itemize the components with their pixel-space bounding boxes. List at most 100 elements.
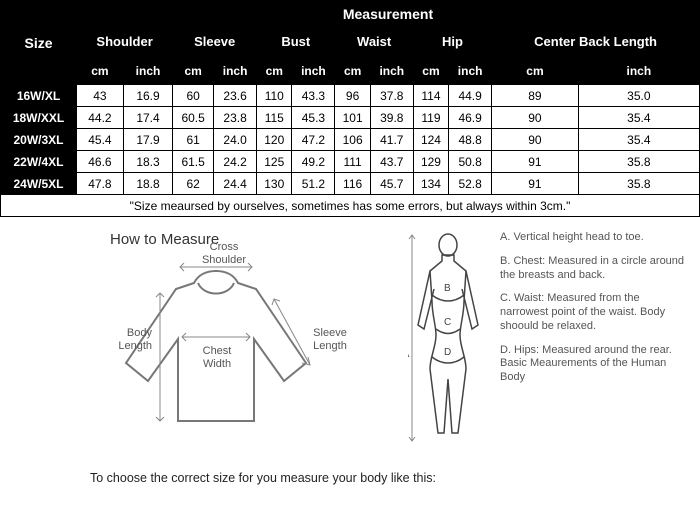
data-cell: 119 <box>413 107 448 129</box>
size-chart-table: Size Measurement Shoulder Sleeve Bust Wa… <box>0 0 700 217</box>
table-row: 20W/3XL45.417.96124.012047.210641.712448… <box>1 129 700 151</box>
row-size-label: 20W/3XL <box>1 129 77 151</box>
data-cell: 96 <box>335 85 370 107</box>
data-cell: 24.2 <box>214 151 257 173</box>
table-row: 22W/4XL46.618.361.524.212549.211143.7129… <box>1 151 700 173</box>
header-sleeve: Sleeve <box>173 27 257 57</box>
data-cell: 17.9 <box>123 129 172 151</box>
data-cell: 23.8 <box>214 107 257 129</box>
data-cell: 50.8 <box>449 151 492 173</box>
data-cell: 61.5 <box>173 151 214 173</box>
unit-inch: inch <box>214 57 257 85</box>
data-cell: 37.8 <box>370 85 413 107</box>
data-cell: 47.8 <box>77 173 124 195</box>
header-waist: Waist <box>335 27 413 57</box>
data-cell: 124 <box>413 129 448 151</box>
data-cell: 125 <box>257 151 292 173</box>
data-cell: 18.8 <box>123 173 172 195</box>
def-c: C. Waist: Measured from the narrowest po… <box>500 292 690 333</box>
label-chest-width: ChestWidth <box>195 345 239 370</box>
data-cell: 61 <box>173 129 214 151</box>
data-cell: 90 <box>492 129 579 151</box>
data-cell: 60 <box>173 85 214 107</box>
data-cell: 16.9 <box>123 85 172 107</box>
data-cell: 47.2 <box>292 129 335 151</box>
data-cell: 24.0 <box>214 129 257 151</box>
unit-inch: inch <box>292 57 335 85</box>
data-cell: 46.6 <box>77 151 124 173</box>
data-cell: 114 <box>413 85 448 107</box>
data-cell: 129 <box>413 151 448 173</box>
data-cell: 18.3 <box>123 151 172 173</box>
definitions-block: A. Vertical height head to toe. B. Chest… <box>500 231 690 395</box>
def-b: B. Chest: Measured in a circle around th… <box>500 255 690 283</box>
row-size-label: 16W/XL <box>1 85 77 107</box>
size-table-body: 16W/XL4316.96023.611043.39637.811444.989… <box>1 85 700 195</box>
header-size: Size <box>1 1 77 85</box>
row-size-label: 18W/XXL <box>1 107 77 129</box>
data-cell: 90 <box>492 107 579 129</box>
row-size-label: 22W/4XL <box>1 151 77 173</box>
data-cell: 35.8 <box>578 151 699 173</box>
choose-text: To choose the correct size for you measu… <box>90 471 436 485</box>
note-text: "Size meaursed by ourselves, sometimes h… <box>1 195 700 217</box>
data-cell: 24.4 <box>214 173 257 195</box>
unit-inch: inch <box>123 57 172 85</box>
data-cell: 35.4 <box>578 129 699 151</box>
data-cell: 35.0 <box>578 85 699 107</box>
data-cell: 116 <box>335 173 370 195</box>
data-cell: 101 <box>335 107 370 129</box>
label-sleeve-length: SleeveLength <box>306 327 354 352</box>
mannequin-letter-b: B <box>444 283 451 294</box>
unit-cm: cm <box>335 57 370 85</box>
data-cell: 130 <box>257 173 292 195</box>
unit-inch: inch <box>370 57 413 85</box>
data-cell: 45.7 <box>370 173 413 195</box>
data-cell: 44.2 <box>77 107 124 129</box>
unit-cm: cm <box>257 57 292 85</box>
row-size-label: 24W/5XL <box>1 173 77 195</box>
data-cell: 35.4 <box>578 107 699 129</box>
header-shoulder: Shoulder <box>77 27 173 57</box>
mannequin-letter-d: D <box>444 347 451 358</box>
header-measurement: Measurement <box>77 1 700 27</box>
table-row: 16W/XL4316.96023.611043.39637.811444.989… <box>1 85 700 107</box>
header-groups-row: Shoulder Sleeve Bust Waist Hip Center Ba… <box>1 27 700 57</box>
data-cell: 44.9 <box>449 85 492 107</box>
unit-inch: inch <box>578 57 699 85</box>
header-hip: Hip <box>413 27 491 57</box>
unit-cm: cm <box>492 57 579 85</box>
def-d: D. Hips: Measured around the rear. Basic… <box>500 344 690 385</box>
data-cell: 43 <box>77 85 124 107</box>
data-cell: 49.2 <box>292 151 335 173</box>
data-cell: 106 <box>335 129 370 151</box>
data-cell: 43.7 <box>370 151 413 173</box>
unit-cm: cm <box>77 57 124 85</box>
how-to-measure-section: How to Measure <box>0 217 700 525</box>
data-cell: 89 <box>492 85 579 107</box>
data-cell: 23.6 <box>214 85 257 107</box>
data-cell: 91 <box>492 151 579 173</box>
def-a: A. Vertical height head to toe. <box>500 231 690 245</box>
data-cell: 51.2 <box>292 173 335 195</box>
unit-cm: cm <box>173 57 214 85</box>
data-cell: 17.4 <box>123 107 172 129</box>
data-cell: 62 <box>173 173 214 195</box>
data-cell: 134 <box>413 173 448 195</box>
data-cell: 115 <box>257 107 292 129</box>
unit-cm: cm <box>413 57 448 85</box>
unit-inch: inch <box>449 57 492 85</box>
header-bust: Bust <box>257 27 335 57</box>
data-cell: 120 <box>257 129 292 151</box>
data-cell: 52.8 <box>449 173 492 195</box>
mannequin-diagram: A B C D <box>408 229 488 459</box>
table-row: 24W/5XL47.818.86224.413051.211645.713452… <box>1 173 700 195</box>
data-cell: 45.3 <box>292 107 335 129</box>
data-cell: 43.3 <box>292 85 335 107</box>
data-cell: 60.5 <box>173 107 214 129</box>
label-body-length: BodyLength <box>108 327 152 352</box>
data-cell: 48.8 <box>449 129 492 151</box>
header-units-row: cm inch cm inch cm inch cm inch cm inch … <box>1 57 700 85</box>
data-cell: 41.7 <box>370 129 413 151</box>
note-row: "Size meaursed by ourselves, sometimes h… <box>1 195 700 217</box>
